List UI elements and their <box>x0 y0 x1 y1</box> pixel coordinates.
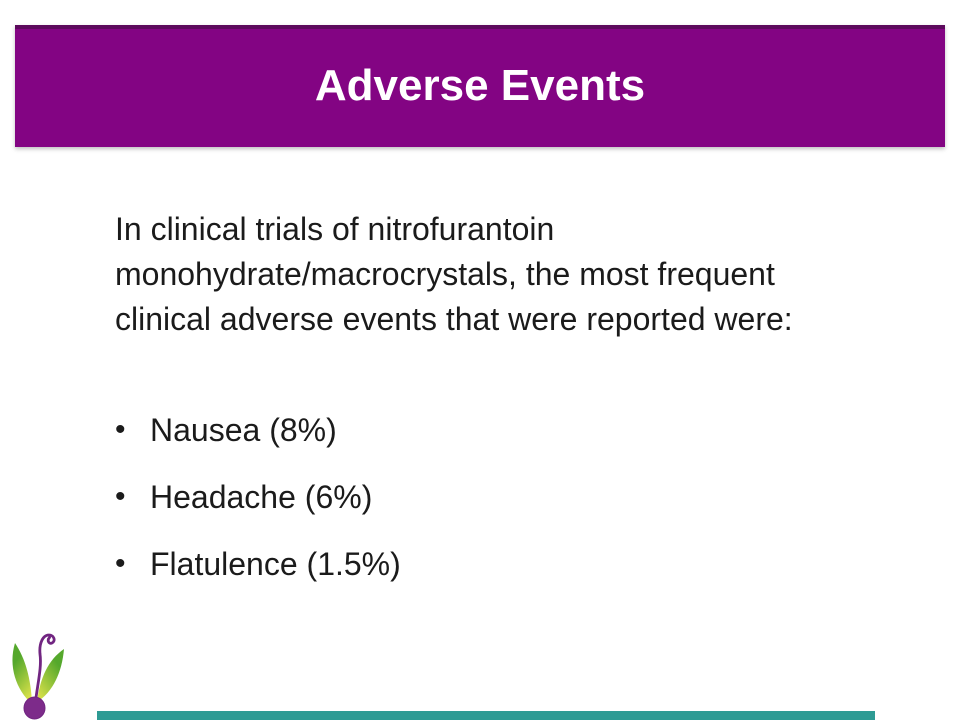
plant-sprout-logo-icon <box>12 633 64 720</box>
logo-bulb <box>23 696 46 720</box>
paragraph-line: In clinical trials of nitrofurantoin <box>115 211 555 247</box>
paragraph-line: monohydrate/macrocrystals, the most freq… <box>115 256 775 292</box>
bullet-text: Nausea (8%) <box>150 412 337 448</box>
bullet-text: Flatulence (1.5%) <box>150 546 401 582</box>
bullet-icon: • <box>115 480 126 513</box>
page-title: Adverse Events <box>314 61 646 110</box>
list-item: • Headache (6%) <box>115 474 401 520</box>
intro-paragraph: In clinical trials of nitrofurantoin mon… <box>115 207 793 342</box>
adverse-events-list: • Nausea (8%) • Headache (6%) • Flatulen… <box>115 407 401 608</box>
logo-right-leaf <box>37 649 64 702</box>
bullet-icon: • <box>115 547 126 580</box>
bullet-text: Headache (6%) <box>150 479 373 515</box>
title-banner: Adverse Events <box>15 25 945 147</box>
list-item: • Flatulence (1.5%) <box>115 541 401 587</box>
list-item: • Nausea (8%) <box>115 407 401 453</box>
footer-accent-bar <box>97 711 875 720</box>
logo-left-leaf <box>12 643 32 704</box>
paragraph-line: clinical adverse events that were report… <box>115 301 793 337</box>
logo-stem <box>33 633 56 708</box>
bullet-icon: • <box>115 413 126 446</box>
